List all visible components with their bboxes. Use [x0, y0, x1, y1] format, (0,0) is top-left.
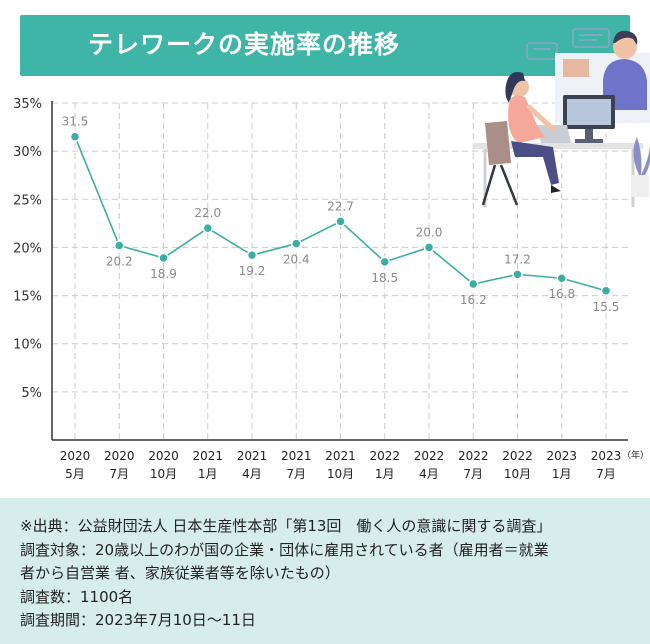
x-tick-year: 2021 — [325, 449, 356, 463]
x-tick-month: 1月 — [552, 467, 572, 481]
data-label: 19.2 — [239, 264, 266, 278]
x-tick-year: 2022 — [414, 449, 445, 463]
x-tick-year: 2020 — [148, 449, 179, 463]
data-label: 18.5 — [371, 271, 398, 285]
x-tick-year: 2022 — [369, 449, 400, 463]
telework-illustration-icon — [473, 28, 650, 207]
data-label: 16.2 — [460, 293, 487, 307]
y-tick-label: 25% — [13, 193, 42, 208]
data-points — [69, 131, 612, 297]
data-label: 22.7 — [327, 199, 354, 213]
data-point — [114, 240, 125, 251]
data-point — [423, 242, 435, 253]
data-label: 15.5 — [593, 300, 620, 314]
x-tick-month: 5月 — [65, 467, 85, 481]
data-point — [335, 216, 346, 227]
data-label: 20.0 — [416, 225, 443, 239]
data-label: 31.5 — [62, 115, 89, 129]
data-point — [69, 131, 81, 142]
y-tick-label: 5% — [21, 386, 42, 401]
x-tick-month: 7月 — [109, 467, 129, 481]
data-label: 20.2 — [106, 255, 133, 269]
y-tick-label: 30% — [13, 145, 42, 160]
x-tick-year: 2022 — [502, 449, 533, 463]
x-tick-year: 2023 — [591, 449, 622, 463]
chart-card — [0, 0, 650, 498]
survey-count-line: 調査数：1100名 — [20, 587, 134, 606]
x-tick-month: 10月 — [150, 467, 177, 481]
data-label: 16.8 — [548, 287, 575, 301]
y-tick-label: 15% — [13, 290, 42, 305]
y-tick-label: 35% — [13, 97, 42, 112]
x-axis-unit: （年） — [622, 449, 649, 461]
data-label: 22.0 — [194, 206, 221, 220]
x-tick-month: 7月 — [463, 467, 483, 481]
source-note: ※出典：公益財団法人 日本生産性本部「第13回 働く人の意識に関する調査」 調査… — [20, 515, 640, 633]
source-line: ※出典：公益財団法人 日本生産性本部「第13回 働く人の意識に関する調査」 — [20, 517, 552, 535]
data-point — [512, 269, 523, 280]
x-tick-month: 7月 — [286, 467, 306, 481]
line-chart: 5% 10% 15% 20% 25% 30% 35% 2020 5月 2020 7月 2020 10月… — [13, 97, 649, 481]
x-tick-year: 2020 — [104, 449, 135, 463]
y-tick-label: 20% — [13, 241, 42, 256]
data-point — [246, 249, 258, 261]
x-tick-year: 2021 — [237, 449, 268, 463]
data-point — [600, 285, 612, 297]
x-tick-month: 1月 — [198, 467, 218, 481]
data-point — [379, 256, 390, 268]
data-point — [202, 222, 213, 234]
x-tick-year: 2023 — [546, 449, 577, 463]
axes — [51, 101, 628, 441]
data-label: 17.2 — [504, 252, 531, 266]
x-tick-month: 7月 — [596, 467, 616, 481]
chart-title: テレワークの実施率の推移 — [88, 30, 401, 59]
data-labels: 31.5 20.2 18.9 22.0 19.2 20.4 22.7 18.5 20.0 16.2… — [62, 115, 620, 314]
data-point — [158, 252, 169, 264]
data-label: 20.4 — [283, 253, 310, 267]
survey-period-line: 調査期間：2023年7月10日～11日 — [20, 611, 256, 629]
x-tick-month: 4月 — [242, 467, 262, 481]
x-tick-year: 2020 — [60, 449, 91, 463]
title-banner — [20, 15, 630, 76]
x-tick-month: 10月 — [327, 467, 354, 481]
x-tick-year: 2022 — [458, 449, 489, 463]
x-tick-year: 2021 — [192, 449, 223, 463]
survey-target-line: 調査対象：20歳以上のわが国の企業・団体に雇用されている者（雇用者＝就業 — [20, 540, 549, 559]
x-tick-month: 1月 — [375, 467, 395, 481]
data-label: 18.9 — [150, 267, 177, 281]
y-tick-labels: 5% 10% 15% 20% 25% 30% 35% — [13, 97, 42, 401]
x-tick-month: 10月 — [504, 467, 531, 481]
data-point — [556, 272, 567, 284]
y-tick-label: 10% — [13, 338, 42, 353]
x-tick-month: 4月 — [419, 467, 439, 481]
data-point — [468, 278, 479, 290]
x-tick-year: 2021 — [281, 449, 312, 463]
x-tick-labels: 2020 5月 2020 7月 2020 10月 2021 1月 2021 4月 2021 7月 202… — [60, 449, 649, 481]
survey-target-line-cont: 者から自営業 者、家族従業者等を除いたもの） — [20, 564, 340, 582]
data-point — [291, 238, 302, 249]
